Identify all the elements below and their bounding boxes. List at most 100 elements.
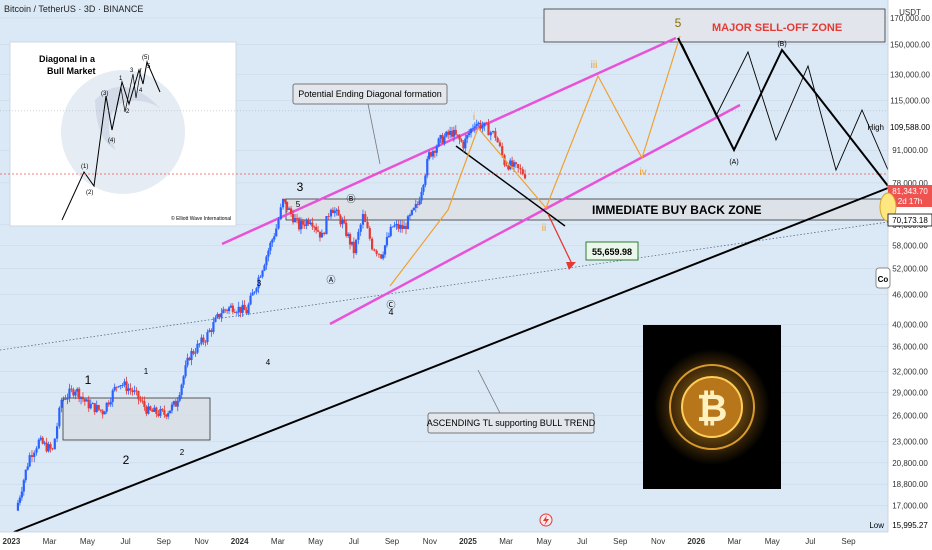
candle-body	[355, 239, 358, 254]
price-tick-label: 36,000.00	[892, 343, 928, 352]
time-tick-label: Jul	[120, 537, 130, 546]
wave-label: 4	[388, 307, 393, 317]
event-lightning-icon[interactable]	[539, 513, 553, 527]
candle-body	[255, 288, 258, 292]
candle-body	[491, 131, 495, 133]
candle-body	[391, 226, 394, 228]
time-tick-label: Nov	[194, 537, 208, 546]
candle-body	[131, 390, 134, 392]
candle-body	[521, 169, 524, 175]
price-tick-label: 91,000.00	[892, 146, 928, 155]
candle-body	[208, 330, 211, 333]
bitcoin-emblem-image: ₿	[643, 325, 781, 489]
candle-body	[24, 469, 27, 481]
candle-body	[512, 162, 516, 167]
price-tick-label: 78,000.00	[892, 179, 928, 188]
inset-watermark-swirl	[95, 86, 160, 150]
candle-body	[64, 398, 67, 400]
inset-label-3p: (3)	[101, 91, 108, 97]
time-tick-label: Sep	[613, 537, 628, 546]
inset-subwave-path	[111, 67, 142, 131]
candle-body	[41, 437, 44, 444]
candle-body	[373, 249, 376, 251]
candle-body	[318, 231, 322, 238]
time-axis-labels: 2023 Mar May Jul Sep Nov 2024 Mar May Jul Sep Nov 20…	[3, 537, 857, 546]
inset-credit: © Elliott Wave International	[171, 215, 231, 222]
candle-body	[359, 224, 362, 232]
candle-body	[247, 304, 250, 314]
candle-body	[366, 221, 369, 229]
candle-body	[494, 131, 497, 138]
price-tick-label: 17,000.00	[892, 501, 928, 510]
candle-body	[196, 343, 199, 353]
candle-body	[275, 228, 278, 237]
inset-title-line1: Diagonal in a	[39, 54, 96, 64]
candle-body	[135, 390, 138, 392]
candle-body	[222, 309, 225, 314]
price-axis-pane[interactable]	[888, 0, 932, 550]
ending-diagonal-callout	[292, 83, 448, 105]
candle-body	[435, 146, 438, 153]
candle-body	[91, 403, 94, 404]
price-tick-label: 23,000.00	[892, 437, 928, 446]
price-tick-label: 18,800.00	[892, 480, 928, 489]
candle-body	[237, 306, 240, 313]
candle-body	[79, 396, 83, 400]
candle-body	[261, 270, 264, 277]
candle-body	[265, 256, 268, 266]
wave-label: (A)	[729, 159, 738, 166]
candle-body	[289, 208, 293, 214]
candle-body	[469, 128, 473, 134]
wave-label: 1	[85, 373, 92, 387]
candle-body	[404, 225, 408, 230]
candle-body	[348, 234, 352, 245]
candle-body	[22, 480, 25, 492]
candle-body	[192, 351, 195, 354]
candle-body	[125, 381, 128, 392]
candle-body	[214, 317, 217, 323]
target-arrow-head	[566, 262, 576, 270]
price-tick-label: 150,000.00	[890, 40, 931, 49]
candle-body	[323, 232, 326, 235]
candle-body	[141, 400, 144, 402]
candle-body	[182, 376, 185, 385]
candle-body	[127, 388, 130, 392]
candle-body	[475, 124, 478, 127]
candle-body	[487, 123, 490, 136]
candle-body	[295, 218, 299, 219]
candle-body	[107, 402, 110, 405]
time-tick-label: 2026	[687, 537, 705, 546]
candle-body	[311, 222, 314, 227]
candle-body	[155, 407, 158, 414]
candle-body	[16, 502, 20, 511]
bitcoin-emblem-ring	[669, 364, 755, 450]
wave-label: 5	[296, 200, 301, 209]
candle-body	[471, 127, 475, 129]
price-tick-label: 29,000.00	[892, 388, 928, 397]
time-axis-pane[interactable]	[0, 532, 888, 550]
candle-body	[464, 138, 467, 149]
candle-body	[87, 399, 90, 409]
buy-back-zone	[285, 198, 887, 221]
time-tick-label: 2024	[231, 537, 249, 546]
candle-body	[70, 388, 73, 390]
currency-label: USDT	[899, 8, 921, 17]
inset-label-2: 2	[126, 109, 130, 115]
low-label: Low	[869, 521, 884, 530]
candle-body	[198, 343, 201, 345]
candle-body	[303, 224, 306, 226]
inset-diagonal-diagram: Diagonal in a Bull Market (1) (2) (3) (4…	[9, 41, 237, 227]
candle-body	[416, 204, 419, 205]
time-tick-label: Nov	[651, 537, 665, 546]
candle-body	[377, 253, 381, 255]
buy-back-zone-label: IMMEDIATE BUY BACK ZONE	[592, 203, 762, 217]
candle-body	[51, 448, 54, 450]
candle-body	[271, 239, 274, 243]
candle-body	[428, 152, 431, 159]
candle-body	[115, 386, 118, 388]
candle-body	[218, 314, 221, 318]
inset-label-5p: (5)	[142, 55, 149, 61]
candle-body	[74, 391, 77, 396]
high-label: High	[868, 123, 884, 132]
